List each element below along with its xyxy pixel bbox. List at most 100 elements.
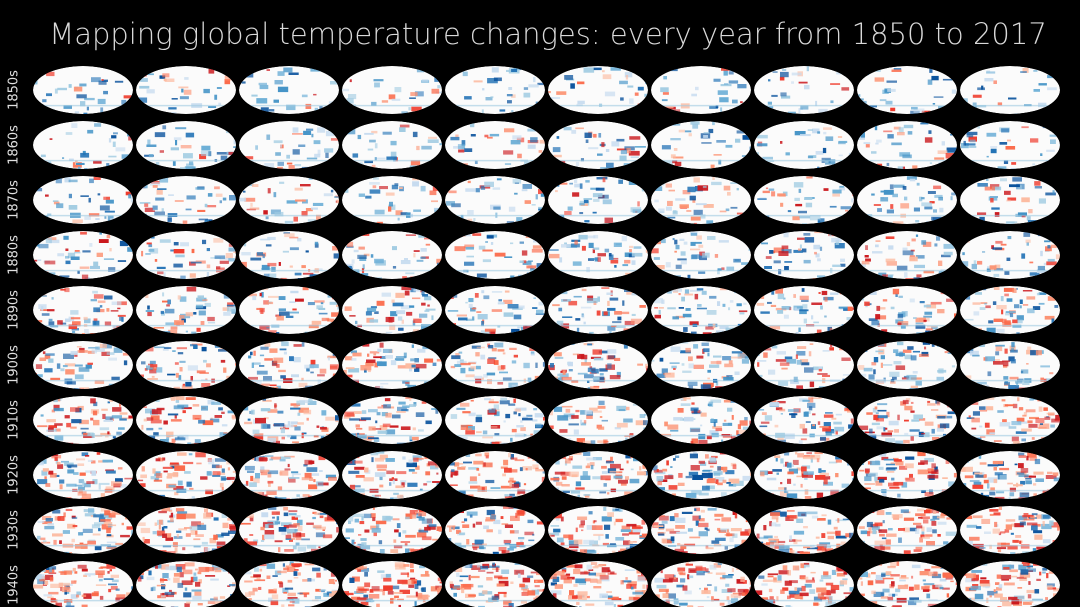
temperature-patch	[260, 469, 270, 473]
temperature-patch	[842, 374, 850, 376]
temperature-patch	[903, 124, 914, 129]
land-band	[33, 104, 133, 107]
temperature-patch	[314, 241, 319, 245]
temperature-patch	[406, 311, 413, 316]
temperature-patch	[875, 350, 884, 353]
temperature-patch	[264, 358, 273, 361]
temperature-patch	[996, 491, 1005, 494]
temperature-patch	[358, 193, 365, 197]
temperature-patch	[775, 457, 778, 462]
temperature-patch	[1012, 177, 1022, 182]
temperature-patch	[892, 221, 904, 224]
temperature-patch	[831, 417, 837, 420]
temperature-patch	[309, 274, 320, 277]
temperature-patch	[304, 472, 312, 479]
map	[960, 396, 1060, 444]
temperature-patch	[818, 108, 828, 114]
temperature-patch	[183, 89, 192, 95]
temperature-patch	[511, 110, 514, 113]
temperature-patch	[695, 86, 699, 91]
temperature-patch	[868, 318, 878, 321]
temperature-patch	[399, 124, 410, 128]
temperature-patch	[804, 478, 808, 480]
temperature-patch	[777, 401, 786, 404]
temperature-patch	[901, 482, 908, 488]
temperature-patch	[424, 358, 434, 363]
temperature-patch	[407, 482, 418, 487]
temperature-patch	[252, 380, 262, 385]
temperature-patch	[321, 427, 329, 432]
temperature-patch	[904, 196, 908, 201]
temperature-patch	[717, 269, 720, 275]
temperature-patch	[91, 524, 100, 529]
temperature-patch	[59, 484, 63, 490]
temperature-patch	[318, 307, 326, 310]
temperature-patch	[83, 112, 88, 114]
temperature-patch	[541, 476, 545, 483]
temperature-patch	[421, 79, 429, 83]
temperature-patch	[108, 155, 117, 158]
temperature-patch	[163, 470, 168, 473]
temperature-patch	[822, 350, 830, 352]
temperature-patch	[204, 508, 208, 513]
temperature-patch	[78, 532, 84, 536]
temperature-patch	[572, 192, 580, 197]
temperature-patch	[450, 474, 453, 478]
temperature-patch	[788, 468, 798, 474]
temperature-patch	[1007, 482, 1013, 485]
land-band	[960, 489, 1060, 492]
temperature-patch	[98, 528, 101, 532]
temperature-patch	[914, 264, 925, 269]
temperature-patch	[47, 523, 54, 526]
temperature-patch	[719, 326, 729, 330]
temperature-patch	[395, 292, 405, 298]
temperature-patch	[347, 516, 354, 522]
temperature-patch	[228, 247, 236, 252]
temperature-patch	[261, 264, 270, 270]
temperature-patch	[147, 305, 150, 310]
temperature-patch	[791, 81, 794, 84]
temperature-patch	[308, 495, 312, 498]
temperature-patch	[784, 491, 789, 493]
temperature-patch	[979, 409, 988, 412]
temperature-patch	[980, 492, 984, 496]
temperature-patch	[683, 397, 691, 400]
temperature-patch	[987, 483, 990, 489]
temperature-patch	[775, 407, 783, 411]
temperature-patch	[369, 182, 380, 185]
land-band	[548, 269, 648, 272]
temperature-patch	[571, 129, 577, 134]
temperature-patch	[469, 476, 477, 482]
temperature-patch	[611, 141, 620, 147]
temperature-patch	[325, 474, 336, 479]
temperature-patch	[214, 415, 222, 418]
temperature-patch	[559, 257, 563, 263]
temperature-patch	[152, 531, 157, 535]
temperature-patch	[986, 132, 997, 137]
temperature-patch	[591, 410, 602, 413]
temperature-patch	[600, 475, 611, 481]
temperature-patch	[1049, 134, 1058, 137]
temperature-patch	[93, 294, 104, 299]
temperature-patch	[904, 419, 909, 422]
temperature-patch	[799, 216, 811, 219]
temperature-patch	[902, 154, 912, 159]
temperature-patch	[624, 259, 631, 264]
temperature-patch	[713, 422, 716, 427]
temperature-patch	[891, 477, 895, 481]
temperature-patch	[221, 411, 225, 414]
temperature-patch	[282, 424, 294, 428]
land-band	[136, 104, 236, 107]
temperature-patch	[985, 397, 995, 400]
temperature-patch	[602, 70, 605, 73]
temperature-patch	[992, 186, 1002, 191]
temperature-patch	[911, 419, 920, 422]
temperature-patch	[977, 124, 980, 129]
temperature-patch	[293, 216, 298, 222]
temperature-patch	[712, 176, 715, 180]
temperature-patch	[572, 261, 582, 266]
temperature-patch	[619, 468, 624, 471]
temperature-patch	[1021, 428, 1032, 432]
temperature-patch	[714, 254, 719, 258]
temperature-patch	[486, 235, 494, 239]
